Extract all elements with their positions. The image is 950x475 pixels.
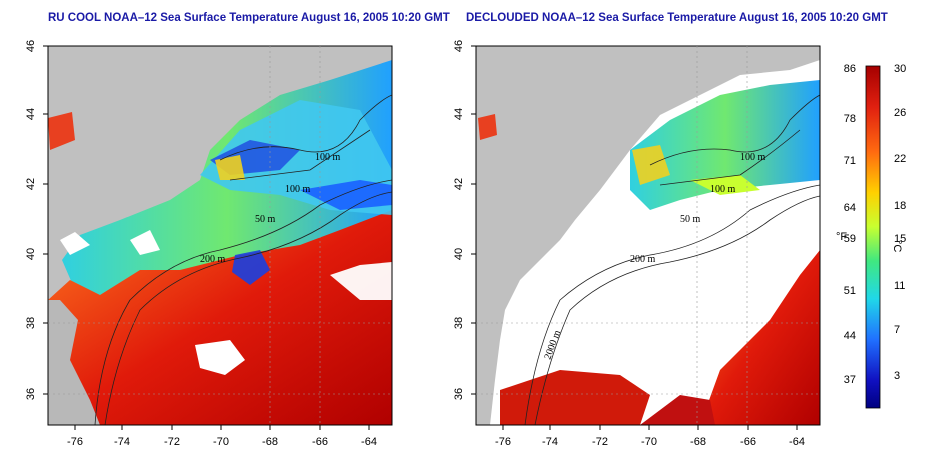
right-panel-title: DECLOUDED NOAA–12 Sea Surface Temperatur… bbox=[466, 12, 888, 24]
y-tick-label: 42 bbox=[25, 178, 37, 190]
x-tick-label: -76 bbox=[495, 436, 511, 448]
x-tick-label: -68 bbox=[690, 436, 706, 448]
x-tick-label: -74 bbox=[542, 436, 558, 448]
y-tick-label: 44 bbox=[25, 108, 37, 120]
fahrenheit-tick-label: 37 bbox=[844, 374, 856, 386]
y-tick-label: 46 bbox=[25, 40, 37, 52]
colorbar-ticks: 86 78 71 64 59 51 44 37 30 26 22 18 15 11 7 3 bbox=[844, 63, 907, 386]
right-contour-label-200m: 200 m bbox=[630, 254, 656, 265]
x-tick-label: -68 bbox=[262, 436, 278, 448]
celsius-tick-label: 15 bbox=[894, 233, 906, 245]
celsius-tick-label: 11 bbox=[894, 280, 905, 292]
celsius-unit: °C bbox=[891, 240, 903, 252]
colorbar bbox=[865, 65, 881, 409]
fahrenheit-tick-label: 59 bbox=[844, 233, 856, 245]
right-grid bbox=[476, 46, 820, 425]
fahrenheit-tick-label: 44 bbox=[844, 330, 856, 342]
contour-label-200m: 200 m bbox=[200, 254, 226, 265]
x-tick-label: -70 bbox=[213, 436, 229, 448]
right-map bbox=[476, 46, 820, 425]
x-tick-label: -66 bbox=[312, 436, 328, 448]
x-tick-label: -72 bbox=[592, 436, 608, 448]
celsius-tick-label: 26 bbox=[894, 107, 906, 119]
x-tick-label: -70 bbox=[641, 436, 657, 448]
y-tick-label: 40 bbox=[453, 248, 465, 260]
contour-label-50m: 50 m bbox=[255, 214, 276, 225]
x-tick-label: -76 bbox=[67, 436, 83, 448]
right-contour-label-100m-b: 100 m bbox=[710, 184, 736, 195]
y-tick-label: 46 bbox=[453, 40, 465, 52]
contour-label-100m-a: 100 m bbox=[315, 152, 341, 163]
celsius-tick-label: 3 bbox=[894, 370, 900, 382]
y-tick-label: 42 bbox=[453, 178, 465, 190]
left-map bbox=[48, 46, 392, 425]
celsius-tick-label: 7 bbox=[894, 324, 900, 336]
x-tick-label: -72 bbox=[164, 436, 180, 448]
contour-label-100m-b: 100 m bbox=[285, 184, 311, 195]
x-tick-label: -74 bbox=[114, 436, 130, 448]
fahrenheit-tick-label: 78 bbox=[844, 113, 856, 125]
left-grid bbox=[48, 46, 392, 425]
fahrenheit-unit: °F bbox=[836, 231, 847, 243]
y-tick-label: 38 bbox=[25, 317, 37, 329]
fahrenheit-tick-label: 64 bbox=[844, 202, 856, 214]
right-map-frame bbox=[475, 45, 821, 426]
right-contour-label-50m: 50 m bbox=[680, 214, 701, 225]
x-tick-label: -64 bbox=[789, 436, 805, 448]
axis-labels: -76 -74 -72 -70 -68 -66 -64 36 38 40 42 44 46 -76 -74 -… bbox=[25, 40, 805, 448]
y-tick-label: 36 bbox=[453, 388, 465, 400]
celsius-tick-label: 22 bbox=[894, 153, 906, 165]
y-tick-label: 40 bbox=[25, 248, 37, 260]
left-panel-title: RU COOL NOAA–12 Sea Surface Temperature … bbox=[48, 12, 450, 24]
left-map-frame bbox=[47, 45, 393, 426]
fahrenheit-tick-label: 71 bbox=[844, 155, 856, 167]
x-tick-label: -64 bbox=[361, 436, 377, 448]
celsius-tick-label: 18 bbox=[894, 200, 906, 212]
y-tick-label: 36 bbox=[25, 388, 37, 400]
right-contour-label-100m-a: 100 m bbox=[740, 152, 766, 163]
x-tick-label: -66 bbox=[740, 436, 756, 448]
y-tick-label: 44 bbox=[453, 108, 465, 120]
y-tick-label: 38 bbox=[453, 317, 465, 329]
celsius-tick-label: 30 bbox=[894, 63, 906, 75]
fahrenheit-tick-label: 86 bbox=[844, 63, 856, 75]
fahrenheit-tick-label: 51 bbox=[844, 285, 856, 297]
